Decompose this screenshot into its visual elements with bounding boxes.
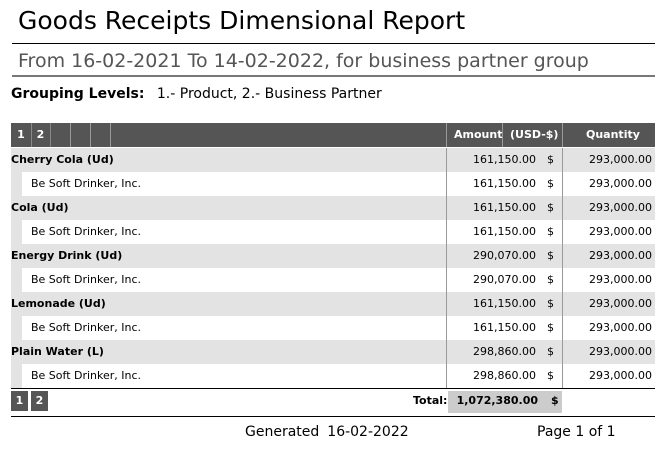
currency-cell: $ [547,273,554,286]
header-separator [70,123,71,147]
header-separator [446,123,447,147]
row-indent [11,316,22,340]
header-separator [562,123,563,147]
row-indent [11,220,22,244]
partner-row: Be Soft Drinker, Inc. 161,150.00 $293,000.… [11,220,655,244]
quantity-cell: 293,000.00 [589,297,652,310]
quantity-cell: 293,000.00 [589,345,652,358]
grouping-label: Grouping Levels: [11,86,145,102]
product-name[interactable]: Energy Drink (Ud) [11,249,123,262]
report-subtitle: From 16-02-2021 To 14-02-2022, for busin… [18,50,589,72]
level-1-header[interactable]: 1 [11,123,32,147]
amount-cell: 290,070.00 [473,249,536,262]
currency-cell: $ [547,201,554,214]
page-indicator: Page 1 of 1 [537,424,616,440]
amount-cell: 161,150.00 [473,297,536,310]
currency-cell: $ [547,297,554,310]
product-row: Lemonade (Ud) 161,150.00 $293,000.00 [11,292,655,316]
quantity-cell: 293,000.00 [589,369,652,382]
amount-column-header: Amount [454,128,503,141]
row-indent [11,172,22,196]
total-amount: 1,072,380.00 [456,394,538,407]
amount-cell: 161,150.00 [473,321,536,334]
footer-divider [11,416,655,417]
currency-cell: $ [547,177,554,190]
partner-name[interactable]: Be Soft Drinker, Inc. [31,177,142,190]
product-row: Energy Drink (Ud) 290,070.00 $293,000.00 [11,244,655,268]
grouping-value: 1.- Product, 2.- Business Partner [156,86,382,102]
currency-cell: $ [547,321,554,334]
partner-row: Be Soft Drinker, Inc. 298,860.00 $293,000.… [11,364,655,388]
table-footer-divider [11,388,655,389]
currency-cell: $ [547,345,554,358]
partner-name[interactable]: Be Soft Drinker, Inc. [31,369,142,382]
amount-cell: 298,860.00 [473,369,536,382]
level-2-footer-button[interactable]: 2 [31,391,48,411]
currency-cell: $ [547,153,554,166]
amount-cell: 290,070.00 [473,273,536,286]
product-name[interactable]: Cherry Cola (Ud) [11,153,114,166]
header-separator [502,123,503,147]
quantity-cell: 293,000.00 [589,273,652,286]
product-row: Plain Water (L) 298,860.00 $293,000.00 [11,340,655,364]
currency-cell: $ [547,249,554,262]
header-separator [90,123,91,147]
quantity-cell: 293,000.00 [589,225,652,238]
currency-cell: $ [547,225,554,238]
table-footer: 1 2 Total: 1,072,380.00 $ [11,391,655,413]
partner-row: Be Soft Drinker, Inc. 290,070.00 $293,000.… [11,268,655,292]
title-divider [12,43,655,44]
column-divider [562,148,563,388]
amount-cell: 161,150.00 [473,201,536,214]
row-indent [11,268,22,292]
quantity-cell: 293,000.00 [589,153,652,166]
product-row: Cola (Ud) 161,150.00 $293,000.00 [11,196,655,220]
currency-column-header: (USD-$) [510,128,559,141]
grouping-levels: Grouping Levels: 1.- Product, 2.- Busine… [11,86,382,102]
generated-date: 16-02-2022 [327,424,409,440]
currency-cell: $ [547,369,554,382]
partner-name[interactable]: Be Soft Drinker, Inc. [31,321,142,334]
partner-row: Be Soft Drinker, Inc. 161,150.00 $293,000.… [11,316,655,340]
level-1-footer-button[interactable]: 1 [11,391,28,411]
total-currency: $ [551,394,559,407]
quantity-cell: 293,000.00 [589,321,652,334]
product-name[interactable]: Lemonade (Ud) [11,297,106,310]
amount-cell: 161,150.00 [473,153,536,166]
column-divider [446,148,447,388]
amount-cell: 161,150.00 [473,177,536,190]
generated-info: Generated 16-02-2022 [245,424,409,440]
quantity-cell: 293,000.00 [589,201,652,214]
product-name[interactable]: Plain Water (L) [11,345,104,358]
partner-name[interactable]: Be Soft Drinker, Inc. [31,225,142,238]
row-indent [11,364,22,388]
product-row: Cherry Cola (Ud) 161,150.00 $293,000.00 [11,148,655,172]
generated-label: Generated [245,424,320,440]
table-header: 1 2 Amount (USD-$) Quantity [11,123,655,147]
total-label: Total: [413,394,448,407]
amount-cell: 298,860.00 [473,345,536,358]
quantity-cell: 293,000.00 [589,249,652,262]
product-name[interactable]: Cola (Ud) [11,201,69,214]
quantity-cell: 293,000.00 [589,177,652,190]
table-body: Cherry Cola (Ud) 161,150.00 $293,000.00 Be … [11,148,655,388]
amount-cell: 161,150.00 [473,225,536,238]
partner-name[interactable]: Be Soft Drinker, Inc. [31,273,142,286]
partner-row: Be Soft Drinker, Inc. 161,150.00 $293,000.… [11,172,655,196]
header-separator [110,123,111,147]
subtitle-divider [12,75,655,77]
level-2-header[interactable]: 2 [31,123,51,147]
report-title: Goods Receipts Dimensional Report [18,6,466,35]
total-box: 1,072,380.00 $ [448,391,562,413]
quantity-column-header: Quantity [586,128,640,141]
